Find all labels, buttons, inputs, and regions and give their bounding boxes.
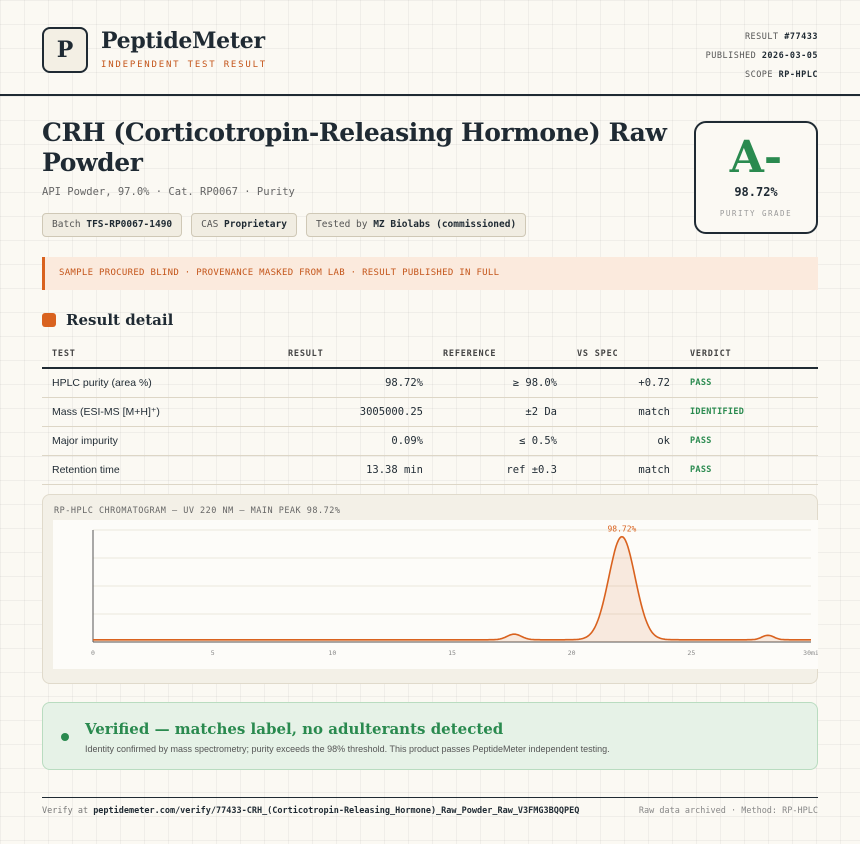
result-id: #77433 <box>784 32 818 42</box>
cell-vs-spec: ok <box>567 426 680 456</box>
scope-value: RP-HPLC <box>778 70 818 80</box>
published-date: 2026-03-05 <box>761 51 818 61</box>
logo-badge: P <box>42 27 88 73</box>
result-label: RESULT <box>744 32 779 42</box>
table-row: Major impurity 0.09% ≤ 0.5% ok PASS <box>42 426 818 456</box>
cell-test: HPLC purity (area %) <box>42 368 278 398</box>
cell-verdict: PASS <box>680 426 818 456</box>
table-row: HPLC purity (area %) 98.72% ≥ 98.0% +0.7… <box>42 368 818 398</box>
verified-dot-icon <box>61 733 69 741</box>
batch-chip: Batch TFS-RP0067-1490 <box>42 213 183 237</box>
x-tick-label: 30 <box>803 649 811 657</box>
chromatogram-svg: 0 5 10 15 20 25 30min 98.72% <box>91 525 818 657</box>
col-verdict: VERDICT <box>680 341 818 369</box>
product-subtitle: API Powder, 97.0% · Cat. RP0067 · Purity <box>42 186 295 198</box>
results-table: TEST RESULT REFERENCE VS SPEC VERDICT HP… <box>42 341 818 485</box>
verify-url-link[interactable]: peptidemeter.com/verify/77433-CRH_(Corti… <box>93 806 580 816</box>
col-reference: REFERENCE <box>433 341 567 369</box>
verified-title: Verified — matches label, no adulterants… <box>85 720 504 738</box>
x-tick-label: 0 <box>91 649 95 657</box>
cell-vs-spec: match <box>567 397 680 427</box>
cell-verdict: PASS <box>680 368 818 398</box>
chart-title: RP-HPLC CHROMATOGRAM — UV 220 NM — MAIN … <box>54 506 341 516</box>
chip-label: Batch <box>52 219 81 230</box>
verified-panel: Verified — matches label, no adulterants… <box>42 702 818 770</box>
cas-chip: CAS Proprietary <box>191 213 297 237</box>
table-row: Mass (ESI-MS [M+H]⁺) 3005000.25 ±2 Da ma… <box>42 397 818 427</box>
verify-prefix: Verify at <box>42 806 89 816</box>
cell-vs-spec: +0.72 <box>567 368 680 398</box>
grade-value: 98.72% <box>734 185 778 199</box>
section-title: Result detail <box>66 311 174 329</box>
cell-result: 13.38 min <box>278 455 433 485</box>
chromatogram-card: RP-HPLC CHROMATOGRAM — UV 220 NM — MAIN … <box>42 494 818 684</box>
cell-result: 3005000.25 <box>278 397 433 427</box>
chip-value: MZ Biolabs (commissioned) <box>373 219 517 230</box>
verified-text: Identity confirmed by mass spectrometry;… <box>85 744 610 754</box>
purity-grade-card: A- 98.72% PURITY GRADE <box>694 121 818 234</box>
x-tick-label: 10 <box>328 649 336 657</box>
chromatogram-fill <box>93 536 811 642</box>
cell-verdict: IDENTIFIED <box>680 397 818 427</box>
cell-result: 0.09% <box>278 426 433 456</box>
x-tick-label: 5 <box>211 649 215 657</box>
x-tick-label: 20 <box>568 649 576 657</box>
cell-verdict: PASS <box>680 455 818 485</box>
table-row: Retention time 13.38 min ref ±0.3 match … <box>42 455 818 485</box>
cell-reference: ≥ 98.0% <box>433 368 567 398</box>
col-test: TEST <box>42 341 278 369</box>
cell-reference: ref ±0.3 <box>433 455 567 485</box>
report-header: P PeptideMeter INDEPENDENT TEST RESULT R… <box>0 0 860 96</box>
scope-label: SCOPE <box>744 70 774 80</box>
provenance-banner: SAMPLE PROCURED BLIND · PROVENANCE MASKE… <box>42 257 818 290</box>
result-detail-heading: Result detail <box>42 311 173 329</box>
tested-by-chip: Tested by MZ Biolabs (commissioned) <box>305 213 527 237</box>
cell-reference: ≤ 0.5% <box>433 426 567 456</box>
col-result: RESULT <box>278 341 433 369</box>
section-square-icon <box>42 313 56 327</box>
cell-test: Major impurity <box>42 426 278 456</box>
product-chips: Batch TFS-RP0067-1490 CAS Proprietary Te… <box>42 213 527 237</box>
cell-reference: ±2 Da <box>433 397 567 427</box>
cell-vs-spec: match <box>567 455 680 485</box>
cell-test: Retention time <box>42 455 278 485</box>
verify-line: Verify at peptidemeter.com/verify/77433-… <box>42 806 579 816</box>
product-title: CRH (Corticotropin-Releasing Hormone) Ra… <box>42 118 667 177</box>
report-meta: RESULT #77433 PUBLISHED 2026-03-05 SCOPE… <box>706 28 818 85</box>
brand-subtitle: INDEPENDENT TEST RESULT <box>101 60 268 70</box>
grade-label: PURITY GRADE <box>719 209 793 218</box>
main-peak-label: 98.72% <box>607 525 636 534</box>
cell-test: Mass (ESI-MS [M+H]⁺) <box>42 397 278 427</box>
chip-label: CAS <box>201 219 219 230</box>
x-unit-label: min <box>811 649 818 657</box>
x-tick-label: 15 <box>448 649 456 657</box>
chromatogram-trace <box>93 535 811 641</box>
grade-letter: A- <box>729 132 783 183</box>
chart-area: 0 5 10 15 20 25 30min 98.72% <box>53 520 818 669</box>
chip-label: Tested by <box>315 219 368 230</box>
chip-value: Proprietary <box>224 219 287 230</box>
x-tick-label: 25 <box>687 649 695 657</box>
footer-method: Raw data archived · Method: RP-HPLC <box>638 806 818 816</box>
table-header-row: TEST RESULT REFERENCE VS SPEC VERDICT <box>42 341 818 369</box>
brand-name: PeptideMeter <box>101 28 265 54</box>
cell-result: 98.72% <box>278 368 433 398</box>
col-vs-spec: VS SPEC <box>567 341 680 369</box>
published-label: PUBLISHED <box>705 51 757 61</box>
footer-divider <box>42 797 818 798</box>
chip-value: TFS-RP0067-1490 <box>86 219 173 230</box>
